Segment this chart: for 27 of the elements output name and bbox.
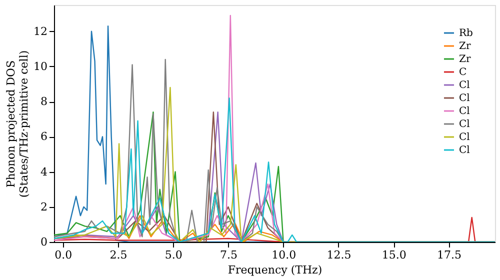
legend-label: Zr <box>459 54 471 65</box>
x-tick-label: 10.0 <box>272 248 296 262</box>
x-tick-label: 7.5 <box>220 248 238 262</box>
legend-label: Cl <box>459 93 470 104</box>
x-tick-label: 17.5 <box>436 248 462 262</box>
x-tick-label: 15.0 <box>382 248 406 262</box>
y-tick-label: 2 <box>40 200 48 214</box>
x-tick-label: 5.0 <box>164 248 182 262</box>
legend-label: Cl <box>459 80 470 91</box>
y-axis-title: Phonon projected DOS (States/THz·primitive cell) <box>4 50 31 198</box>
legend-label: Cl <box>459 119 470 130</box>
legend-label: Cl <box>459 106 470 117</box>
x-axis-title: Frequency (THz) <box>228 264 322 276</box>
legend-label: Zr <box>459 41 471 52</box>
y-tick-label: 8 <box>40 95 48 108</box>
x-tick-label: 12.5 <box>326 248 352 262</box>
legend-label: C <box>459 67 467 78</box>
x-tick-label: 0.0 <box>54 248 72 262</box>
y-tick-label: 0 <box>40 236 48 248</box>
y-tick-label: 10 <box>34 60 48 73</box>
y-tick-label: 4 <box>40 165 48 178</box>
y-tick-label: 6 <box>40 130 48 144</box>
x-tick-label: 2.5 <box>110 248 128 262</box>
legend-label: Cl <box>459 132 470 143</box>
legend-label: Rb <box>459 28 473 39</box>
legend-label: Cl <box>459 145 470 156</box>
y-tick-label: 12 <box>34 24 48 38</box>
